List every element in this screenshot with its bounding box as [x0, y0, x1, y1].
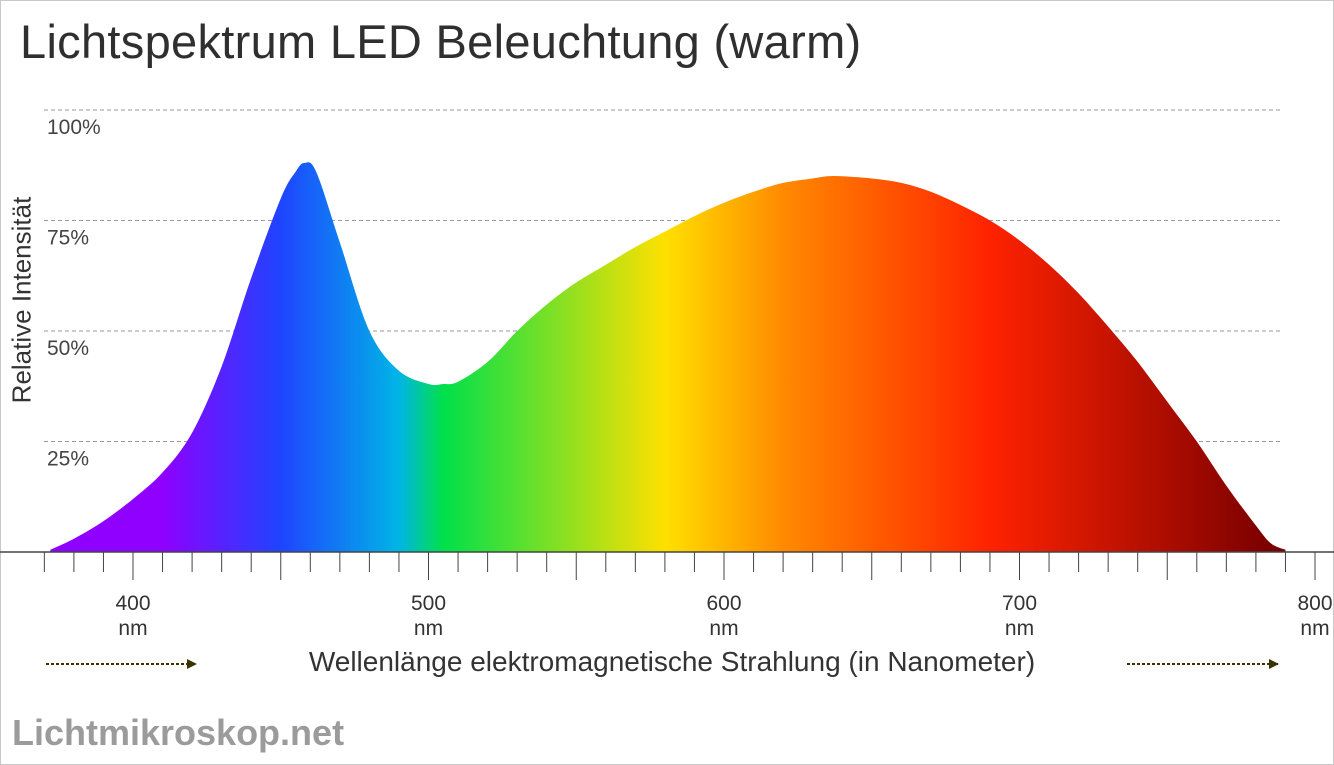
chart-title: Lichtspektrum LED Beleuchtung (warm) — [20, 15, 862, 68]
x-tick-unit: nm — [1005, 617, 1034, 640]
y-tick-label: 50% — [47, 337, 89, 360]
x-tick-label: 600 — [706, 592, 741, 615]
x-tick-unit: nm — [709, 617, 738, 640]
x-tick-unit: nm — [414, 617, 443, 640]
x-tick-label: 800 — [1297, 592, 1332, 615]
x-tick-label: 700 — [1002, 592, 1037, 615]
x-tick-unit: nm — [118, 617, 147, 640]
y-tick-label: 75% — [47, 227, 89, 250]
x-tick-label: 400 — [115, 592, 150, 615]
x-axis-label: Wellenlänge elektromagnetische Strahlung… — [308, 646, 1036, 677]
brand-watermark: Lichtmikroskop.net — [12, 712, 345, 753]
spectrum-area — [50, 162, 1286, 552]
x-axis — [0, 551, 1334, 580]
y-axis-label: Relative Intensität — [6, 196, 37, 404]
x-tick-unit: nm — [1300, 617, 1329, 640]
y-tick-label: 100% — [47, 116, 101, 139]
y-tick-label: 25% — [47, 448, 89, 471]
y-tick-labels: 25% 50% 75% 100% — [47, 116, 101, 471]
x-tick-label: 500 — [411, 592, 446, 615]
